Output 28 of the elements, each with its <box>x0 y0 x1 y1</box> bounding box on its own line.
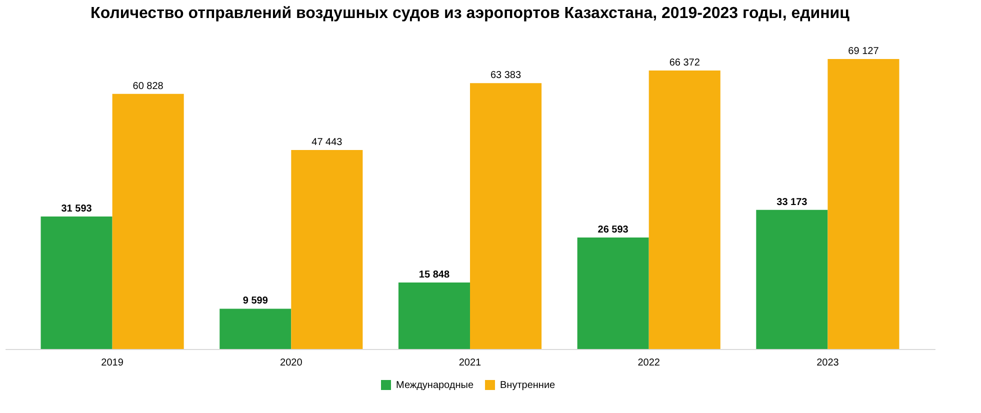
data-label: 33 173 <box>776 196 808 208</box>
bar <box>398 282 470 349</box>
x-tick-label: 2021 <box>458 358 482 368</box>
bar <box>220 308 292 349</box>
data-label: 69 127 <box>848 46 880 57</box>
x-tick-label: 2022 <box>638 358 660 368</box>
bar <box>112 94 184 349</box>
data-label: 66 372 <box>669 58 700 69</box>
x-tick-label: 2020 <box>280 358 303 368</box>
data-label: 31 593 <box>61 203 92 214</box>
legend-label: Внутренние <box>500 380 556 391</box>
data-label: 63 383 <box>490 70 522 82</box>
bar <box>828 59 900 349</box>
bar <box>40 216 112 349</box>
x-tick-label: 2023 <box>816 358 840 368</box>
bar <box>291 150 363 349</box>
bar <box>756 210 828 349</box>
data-label: 15 848 <box>418 270 450 281</box>
data-label: 26 593 <box>598 224 629 236</box>
chart-title: Количество отправлений воздушных судов из аэропортов Казахстана, 2019-2023 годы, единиц <box>90 5 850 22</box>
x-tick-label: 2019 <box>101 358 124 368</box>
bar <box>470 83 542 349</box>
bar <box>577 237 649 349</box>
data-label: 47 443 <box>312 136 343 148</box>
bar <box>648 70 720 349</box>
data-label: 9 599 <box>242 296 268 307</box>
legend-label: Международные <box>396 380 474 391</box>
data-label: 60 828 <box>132 80 164 92</box>
